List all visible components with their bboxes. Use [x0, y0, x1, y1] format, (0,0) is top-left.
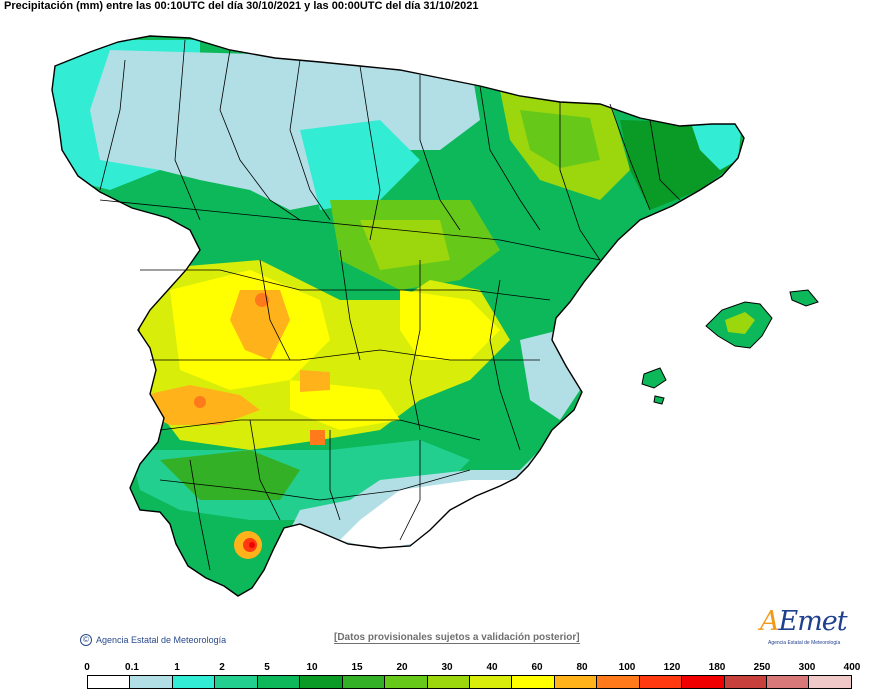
legend-swatch — [427, 676, 470, 688]
legend-swatch — [130, 676, 173, 688]
provisional-data-disclaimer: [Datos provisionales sujetos a validació… — [334, 632, 580, 644]
copyright-icon: © — [80, 634, 92, 646]
legend-label: 400 — [843, 662, 861, 673]
precipitation-legend-bar — [87, 675, 852, 689]
legend-label: 0.1 — [125, 662, 139, 673]
legend-swatch — [597, 676, 640, 688]
legend-swatch — [469, 676, 513, 688]
legend-label: 20 — [396, 662, 408, 673]
legend-swatch — [767, 676, 810, 688]
legend-label: 10 — [306, 662, 318, 673]
legend-label: 180 — [708, 662, 726, 673]
legend-label: 30 — [441, 662, 453, 673]
legend-label: 5 — [264, 662, 270, 673]
legend-label: 2 — [219, 662, 225, 673]
map-title: Precipitación (mm) entre las 00:10UTC de… — [4, 0, 479, 12]
legend-label: 40 — [486, 662, 498, 673]
legend-swatch — [809, 676, 851, 688]
legend-swatch — [639, 676, 683, 688]
legend-swatch — [300, 676, 343, 688]
legend-swatch — [88, 676, 131, 688]
province-borders — [99, 39, 681, 571]
aemet-logo[interactable]: AEmet Agencia Estatal de Meteorología — [760, 606, 850, 650]
legend-label: 80 — [576, 662, 588, 673]
legend-label: 1 — [174, 662, 180, 673]
legend-label: 120 — [663, 662, 681, 673]
legend-label: 0 — [84, 662, 90, 673]
agency-copyright[interactable]: © Agencia Estatal de Meteorología — [80, 634, 226, 646]
legend-swatch — [512, 676, 555, 688]
legend-swatch — [342, 676, 386, 688]
legend-label: 100 — [618, 662, 636, 673]
legend-swatch — [554, 676, 598, 688]
logo-word: Emet — [778, 606, 848, 637]
legend-label: 60 — [531, 662, 543, 673]
logo-subtitle: Agencia Estatal de Meteorología — [768, 640, 841, 646]
spain-outline — [51, 35, 745, 597]
legend-label: 250 — [753, 662, 771, 673]
balearic-islands — [641, 289, 819, 405]
legend-swatch — [385, 676, 428, 688]
legend-swatch — [257, 676, 301, 688]
legend-swatch — [172, 676, 216, 688]
legend-label: 300 — [798, 662, 816, 673]
legend-swatch — [215, 676, 258, 688]
legend-labels: 0 0.1 1 2 5 10 15 20 30 40 60 80 100 120 180 250 300 400 — [0, 662, 870, 674]
copyright-text: Agencia Estatal de Meteorología — [96, 635, 227, 645]
legend-label: 15 — [351, 662, 363, 673]
legend-swatch — [682, 676, 725, 688]
logo-letter-a: A — [760, 606, 779, 637]
legend-swatch — [724, 676, 767, 688]
